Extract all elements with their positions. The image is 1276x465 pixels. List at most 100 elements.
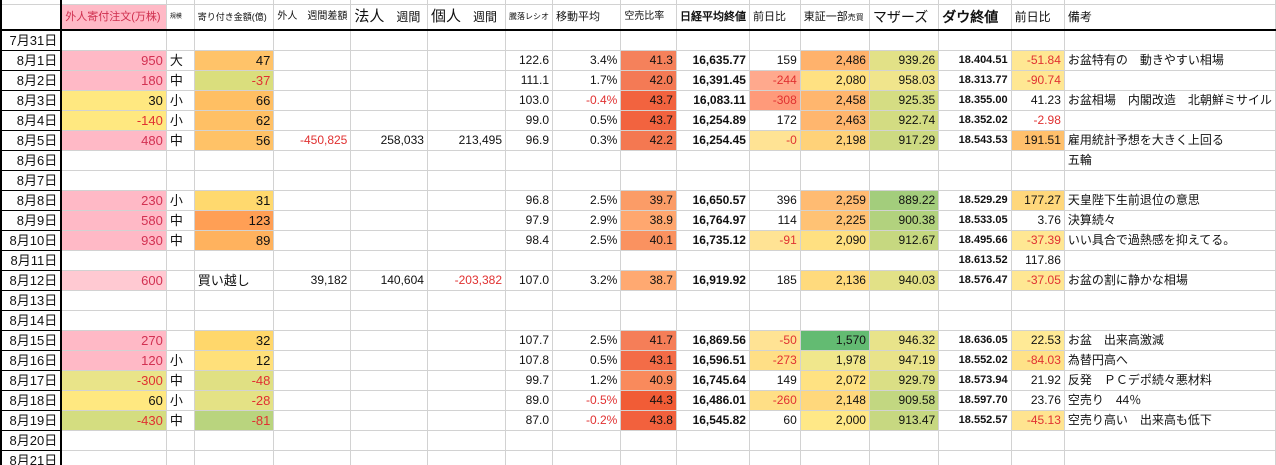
cell-hojin[interactable]: [350, 370, 428, 391]
cell-mothers[interactable]: 940.03: [869, 270, 940, 291]
cell-ratio[interactable]: 103.0: [505, 90, 554, 111]
cell-ma[interactable]: 0.5%: [552, 350, 622, 371]
cell-nchg[interactable]: -91: [749, 230, 801, 251]
cell-size[interactable]: [166, 290, 195, 311]
cell-dow[interactable]: 18.636.05: [938, 330, 1012, 351]
cell-hojin[interactable]: [350, 50, 428, 71]
cell-tse[interactable]: 2,090: [800, 230, 870, 251]
cell-size[interactable]: 中: [166, 370, 195, 391]
cell-dchg[interactable]: 191.51: [1011, 130, 1065, 151]
cell-dow[interactable]: [938, 430, 1012, 451]
cell-kojin[interactable]: [427, 150, 507, 171]
cell-nikkei[interactable]: [676, 250, 750, 271]
cell-dow[interactable]: 18.576.47: [938, 270, 1012, 291]
cell-mothers[interactable]: 913.47: [869, 410, 940, 431]
column-header-ratio[interactable]: 騰落レシオ: [505, 4, 554, 31]
cell-kojin[interactable]: [427, 450, 507, 465]
cell-date[interactable]: 8月4日: [1, 110, 63, 131]
cell-nchg[interactable]: [749, 150, 801, 171]
cell-gaijin[interactable]: [273, 150, 352, 171]
cell-nchg[interactable]: -50: [749, 330, 801, 351]
cell-dchg[interactable]: -90.74: [1011, 70, 1065, 91]
cell-hojin[interactable]: [350, 210, 428, 231]
cell-date[interactable]: 8月19日: [1, 410, 63, 431]
cell-nikkei[interactable]: [676, 450, 750, 465]
cell-hojin[interactable]: [350, 30, 428, 51]
cell-dchg[interactable]: 117.86: [1011, 250, 1065, 271]
cell-ma[interactable]: 3.4%: [552, 50, 622, 71]
cell-note[interactable]: [1064, 250, 1276, 271]
cell-hojin[interactable]: [350, 110, 428, 131]
cell-hojin[interactable]: [350, 390, 428, 411]
cell-tse[interactable]: 1,570: [800, 330, 870, 351]
cell-dchg[interactable]: -37.05: [1011, 270, 1065, 291]
cell-size[interactable]: [166, 150, 195, 171]
column-header-kojin[interactable]: 個人 週間: [427, 4, 507, 31]
cell-kojin[interactable]: -203,382: [427, 270, 507, 291]
cell-ratio[interactable]: 98.4: [505, 230, 554, 251]
cell-hojin[interactable]: [350, 290, 428, 311]
cell-nikkei[interactable]: [676, 290, 750, 311]
cell-dow[interactable]: 18.597.70: [938, 390, 1012, 411]
cell-dchg[interactable]: 41.23: [1011, 90, 1065, 111]
cell-amount[interactable]: 32: [194, 330, 275, 351]
cell-kojin[interactable]: [427, 330, 507, 351]
cell-hojin[interactable]: [350, 410, 428, 431]
cell-dow[interactable]: [938, 290, 1012, 311]
column-header-tse[interactable]: 東証一部売買: [800, 4, 870, 31]
cell-note[interactable]: 決算続々: [1064, 210, 1276, 231]
cell-size[interactable]: 小: [166, 190, 195, 211]
cell-tse[interactable]: [800, 250, 870, 271]
cell-note[interactable]: お盆の割に静かな相場: [1064, 270, 1276, 291]
cell-nchg[interactable]: 60: [749, 410, 801, 431]
cell-order[interactable]: 270: [61, 330, 167, 351]
cell-short[interactable]: 43.7: [620, 110, 677, 131]
cell-gaijin[interactable]: [273, 230, 352, 251]
cell-gaijin[interactable]: [273, 30, 352, 51]
cell-tse[interactable]: [800, 450, 870, 465]
cell-ratio[interactable]: 96.9: [505, 130, 554, 151]
cell-dow[interactable]: 18.495.66: [938, 230, 1012, 251]
cell-nikkei[interactable]: 16,635.77: [676, 50, 750, 71]
cell-dow[interactable]: 18.573.94: [938, 370, 1012, 391]
cell-amount[interactable]: 66: [194, 90, 275, 111]
cell-ma[interactable]: -0.4%: [552, 90, 622, 111]
cell-date[interactable]: 8月12日: [1, 270, 63, 291]
cell-ma[interactable]: 2.5%: [552, 230, 622, 251]
cell-kojin[interactable]: [427, 290, 507, 311]
cell-note[interactable]: 空売り 44％: [1064, 390, 1276, 411]
cell-nikkei[interactable]: 16,391.45: [676, 70, 750, 91]
cell-nikkei[interactable]: 16,745.64: [676, 370, 750, 391]
cell-tse[interactable]: 2,225: [800, 210, 870, 231]
cell-dow[interactable]: 18.355.00: [938, 90, 1012, 111]
cell-nchg[interactable]: [749, 430, 801, 451]
cell-date[interactable]: 8月2日: [1, 70, 63, 91]
cell-mothers[interactable]: 900.38: [869, 210, 940, 231]
cell-gaijin[interactable]: [273, 370, 352, 391]
cell-date[interactable]: 8月7日: [1, 170, 63, 191]
cell-ma[interactable]: [552, 170, 622, 191]
cell-mothers[interactable]: 889.22: [869, 190, 940, 211]
cell-amount[interactable]: 62: [194, 110, 275, 131]
cell-amount[interactable]: 買い越し: [194, 270, 275, 291]
cell-kojin[interactable]: [427, 430, 507, 451]
cell-date[interactable]: 8月20日: [1, 430, 63, 451]
cell-short[interactable]: 43.8: [620, 410, 677, 431]
cell-order[interactable]: 120: [61, 350, 167, 371]
cell-kojin[interactable]: [427, 410, 507, 431]
cell-order[interactable]: [61, 170, 167, 191]
column-header-amount[interactable]: 寄り付き金額(億): [194, 4, 275, 31]
cell-amount[interactable]: -28: [194, 390, 275, 411]
cell-note[interactable]: [1064, 170, 1276, 191]
cell-size[interactable]: [166, 310, 195, 331]
cell-amount[interactable]: [194, 450, 275, 465]
cell-short[interactable]: 40.1: [620, 230, 677, 251]
cell-tse[interactable]: 2,463: [800, 110, 870, 131]
cell-mothers[interactable]: 929.79: [869, 370, 940, 391]
cell-short[interactable]: 41.3: [620, 50, 677, 71]
cell-ma[interactable]: 1.2%: [552, 370, 622, 391]
cell-order[interactable]: [61, 30, 167, 51]
cell-kojin[interactable]: 213,495: [427, 130, 507, 151]
cell-short[interactable]: 42.2: [620, 130, 677, 151]
cell-hojin[interactable]: [350, 230, 428, 251]
